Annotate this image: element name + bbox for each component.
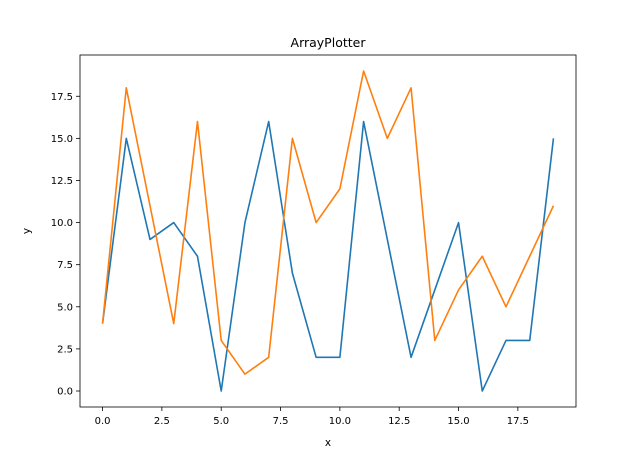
x-tick-label: 5.0 [213,416,229,427]
x-tick-label: 7.5 [273,416,289,427]
series-line-1 [101,120,555,392]
y-axis-ticks: 0.0 2.5 5.0 7.5 10.0 12.5 15.0 17.5 [51,92,80,398]
x-tick-label: 15.0 [447,416,469,427]
x-tick-label: 17.5 [507,416,529,427]
plot-area: 0.0 2.5 5.0 7.5 10.0 12.5 15.0 17.5 0.0 2.5 5.0 7.… [51,54,577,427]
y-axis-label: y [21,228,33,234]
series-line-2 [101,70,555,375]
x-tick-label: 2.5 [154,416,170,427]
plot-frame [79,54,577,408]
y-tick-label: 7.5 [57,260,73,271]
y-tick-label: 0.0 [57,387,73,398]
x-axis-label: x [325,437,331,449]
x-tick-label: 12.5 [388,416,410,427]
series-layer [101,70,555,392]
y-tick-label: 17.5 [51,92,73,103]
y-tick-label: 15.0 [51,134,73,145]
x-axis-ticks: 0.0 2.5 5.0 7.5 10.0 12.5 15.0 17.5 [95,407,529,427]
x-tick-label: 10.0 [329,416,351,427]
y-tick-label: 2.5 [57,344,73,355]
y-tick-label: 12.5 [51,176,73,187]
y-tick-label: 10.0 [51,218,73,229]
x-tick-label: 0.0 [95,416,111,427]
y-tick-label: 5.0 [57,302,73,313]
chart-title: ArrayPlotter [291,35,367,50]
